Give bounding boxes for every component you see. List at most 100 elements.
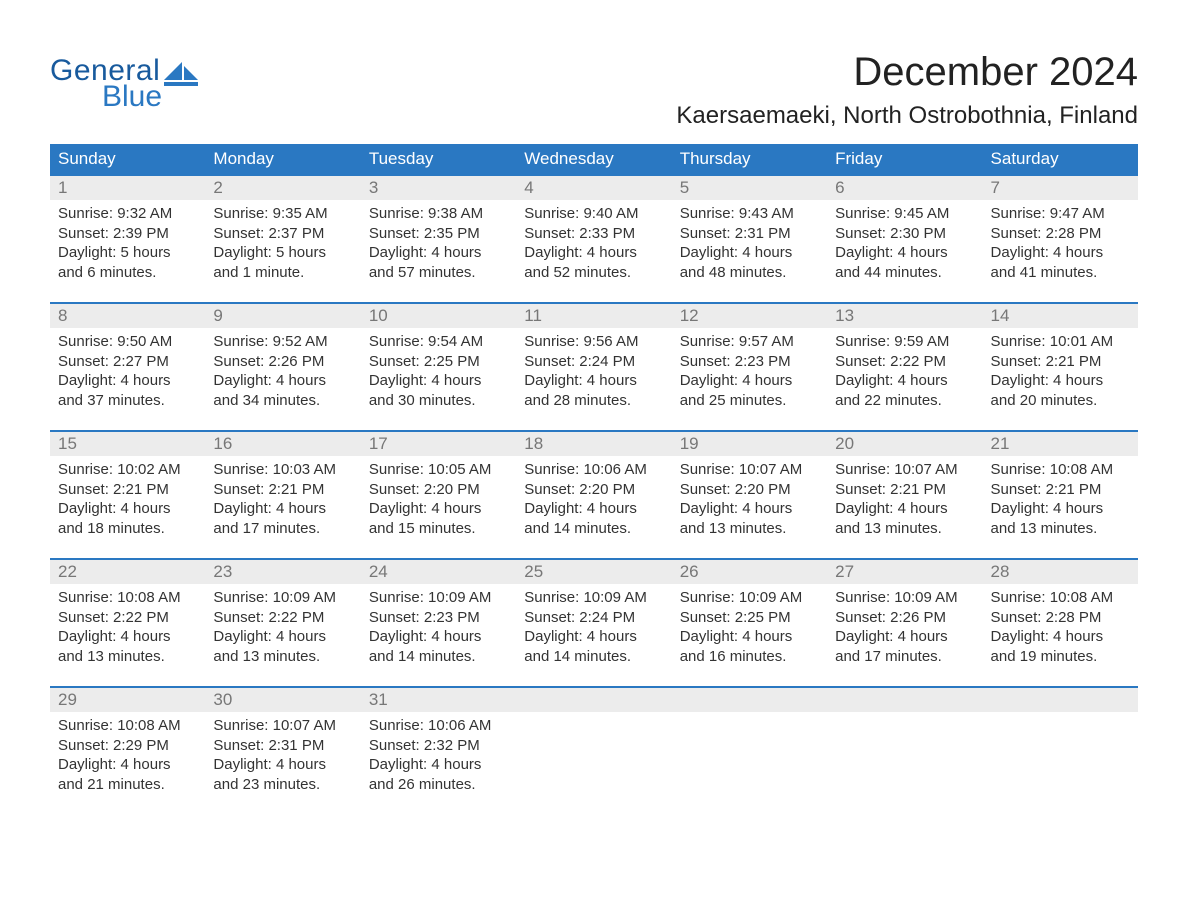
day-cell: [672, 712, 827, 798]
title-block: December 2024 Kaersaemaeki, North Ostrob…: [676, 50, 1138, 130]
day-cell: Sunrise: 9:54 AMSunset: 2:25 PMDaylight:…: [361, 328, 516, 414]
sunset-line: Sunset: 2:22 PM: [835, 352, 974, 372]
day-number: 27: [827, 560, 982, 584]
daylight-line-1: Daylight: 4 hours: [369, 243, 508, 263]
daylight-line-2: and 25 minutes.: [680, 391, 819, 411]
day-cell: Sunrise: 9:59 AMSunset: 2:22 PMDaylight:…: [827, 328, 982, 414]
sunrise-line: Sunrise: 10:09 AM: [213, 588, 352, 608]
sunrise-line: Sunrise: 10:08 AM: [58, 588, 197, 608]
day-content-row: Sunrise: 9:50 AMSunset: 2:27 PMDaylight:…: [50, 328, 1138, 414]
daylight-line-1: Daylight: 4 hours: [369, 371, 508, 391]
day-cell: Sunrise: 9:32 AMSunset: 2:39 PMDaylight:…: [50, 200, 205, 286]
daylight-line-2: and 1 minute.: [213, 263, 352, 283]
daylight-line-1: Daylight: 4 hours: [213, 371, 352, 391]
day-cell: Sunrise: 10:07 AMSunset: 2:20 PMDaylight…: [672, 456, 827, 542]
daylight-line-1: Daylight: 4 hours: [835, 499, 974, 519]
location: Kaersaemaeki, North Ostrobothnia, Finlan…: [676, 102, 1138, 130]
day-number: 21: [983, 432, 1138, 456]
sunset-line: Sunset: 2:23 PM: [680, 352, 819, 372]
sunset-line: Sunset: 2:27 PM: [58, 352, 197, 372]
daylight-line-2: and 22 minutes.: [835, 391, 974, 411]
daylight-line-2: and 13 minutes.: [213, 647, 352, 667]
daylight-line-1: Daylight: 4 hours: [213, 499, 352, 519]
daylight-line-2: and 13 minutes.: [680, 519, 819, 539]
sunset-line: Sunset: 2:35 PM: [369, 224, 508, 244]
day-cell: Sunrise: 10:06 AMSunset: 2:20 PMDaylight…: [516, 456, 671, 542]
daylight-line-1: Daylight: 4 hours: [213, 755, 352, 775]
daylight-line-2: and 14 minutes.: [524, 647, 663, 667]
sunset-line: Sunset: 2:21 PM: [991, 480, 1130, 500]
day-number: 24: [361, 560, 516, 584]
day-cell: Sunrise: 10:08 AMSunset: 2:22 PMDaylight…: [50, 584, 205, 670]
sunset-line: Sunset: 2:28 PM: [991, 224, 1130, 244]
sunset-line: Sunset: 2:29 PM: [58, 736, 197, 756]
day-cell: Sunrise: 9:57 AMSunset: 2:23 PMDaylight:…: [672, 328, 827, 414]
day-cell: Sunrise: 9:40 AMSunset: 2:33 PMDaylight:…: [516, 200, 671, 286]
sunset-line: Sunset: 2:32 PM: [369, 736, 508, 756]
daylight-line-1: Daylight: 4 hours: [680, 499, 819, 519]
daylight-line-1: Daylight: 4 hours: [835, 371, 974, 391]
daylight-line-1: Daylight: 4 hours: [680, 371, 819, 391]
daylight-line-1: Daylight: 4 hours: [369, 627, 508, 647]
calendar: SundayMondayTuesdayWednesdayThursdayFrid…: [50, 144, 1138, 798]
day-cell: Sunrise: 10:08 AMSunset: 2:28 PMDaylight…: [983, 584, 1138, 670]
daylight-line-2: and 48 minutes.: [680, 263, 819, 283]
day-number: 25: [516, 560, 671, 584]
daynum-row: 891011121314: [50, 302, 1138, 328]
sunrise-line: Sunrise: 9:56 AM: [524, 332, 663, 352]
daylight-line-1: Daylight: 4 hours: [213, 627, 352, 647]
daylight-line-2: and 44 minutes.: [835, 263, 974, 283]
daylight-line-2: and 28 minutes.: [524, 391, 663, 411]
daylight-line-1: Daylight: 4 hours: [58, 627, 197, 647]
day-number: 23: [205, 560, 360, 584]
sunset-line: Sunset: 2:20 PM: [524, 480, 663, 500]
sunset-line: Sunset: 2:26 PM: [835, 608, 974, 628]
header: General Blue December 2024 Kaersaemaeki,…: [50, 50, 1138, 130]
dow-cell: Wednesday: [516, 144, 671, 174]
week-row: 22232425262728Sunrise: 10:08 AMSunset: 2…: [50, 558, 1138, 670]
sunrise-line: Sunrise: 10:08 AM: [58, 716, 197, 736]
day-cell: Sunrise: 9:52 AMSunset: 2:26 PMDaylight:…: [205, 328, 360, 414]
day-content-row: Sunrise: 10:08 AMSunset: 2:29 PM Daylight…: [50, 712, 1138, 798]
sunrise-line: Sunrise: 10:09 AM: [835, 588, 974, 608]
day-content-row: Sunrise: 9:32 AMSunset: 2:39 PMDaylight:…: [50, 200, 1138, 286]
sunrise-line: Sunrise: 9:38 AM: [369, 204, 508, 224]
daynum-row: 15161718192021: [50, 430, 1138, 456]
day-cell: Sunrise: 10:09 AMSunset: 2:22 PMDaylight…: [205, 584, 360, 670]
sunrise-line: Sunrise: 9:47 AM: [991, 204, 1130, 224]
week-row: 891011121314Sunrise: 9:50 AMSunset: 2:27…: [50, 302, 1138, 414]
daylight-line-1: Daylight: 5 hours: [58, 243, 197, 263]
daylight-line-2: and 30 minutes.: [369, 391, 508, 411]
daylight-line-1: Daylight: 5 hours: [213, 243, 352, 263]
daylight-line-2: and 14 minutes.: [524, 519, 663, 539]
sunrise-line: Sunrise: 10:09 AM: [680, 588, 819, 608]
day-cell: Sunrise: 10:08 AMSunset: 2:21 PMDaylight…: [983, 456, 1138, 542]
dow-header-row: SundayMondayTuesdayWednesdayThursdayFrid…: [50, 144, 1138, 174]
daylight-line-2: and 18 minutes.: [58, 519, 197, 539]
sunrise-line: Sunrise: 10:07 AM: [680, 460, 819, 480]
sunrise-line: Sunrise: 10:07 AM: [213, 716, 352, 736]
daylight-line-2: and 14 minutes.: [369, 647, 508, 667]
day-cell: Sunrise: 9:38 AMSunset: 2:35 PMDaylight:…: [361, 200, 516, 286]
sunset-line: Sunset: 2:33 PM: [524, 224, 663, 244]
sunset-line: Sunset: 2:25 PM: [369, 352, 508, 372]
daylight-line-2: and 6 minutes.: [58, 263, 197, 283]
daylight-line-1: Daylight: 4 hours: [524, 499, 663, 519]
day-cell: Sunrise: 10:01 AMSunset: 2:21 PMDaylight…: [983, 328, 1138, 414]
daylight-line-1: Daylight: 4 hours: [58, 499, 197, 519]
sunset-line: Sunset: 2:21 PM: [835, 480, 974, 500]
day-number: 2: [205, 176, 360, 200]
sunrise-line: Sunrise: 10:05 AM: [369, 460, 508, 480]
daylight-line-2: and 15 minutes.: [369, 519, 508, 539]
daylight-line-1: Daylight: 4 hours: [524, 243, 663, 263]
sunrise-line: Sunrise: 10:07 AM: [835, 460, 974, 480]
day-number: 12: [672, 304, 827, 328]
day-cell: Sunrise: 9:35 AMSunset: 2:37 PMDaylight:…: [205, 200, 360, 286]
logo-text: General Blue: [50, 56, 162, 112]
week-row: 15161718192021Sunrise: 10:02 AMSunset: 2…: [50, 430, 1138, 542]
daylight-line-2: and 26 minutes.: [369, 775, 508, 795]
sunset-line: Sunset: 2:21 PM: [58, 480, 197, 500]
dow-cell: Tuesday: [361, 144, 516, 174]
sunset-line: Sunset: 2:21 PM: [213, 480, 352, 500]
day-number: 30: [205, 688, 360, 712]
